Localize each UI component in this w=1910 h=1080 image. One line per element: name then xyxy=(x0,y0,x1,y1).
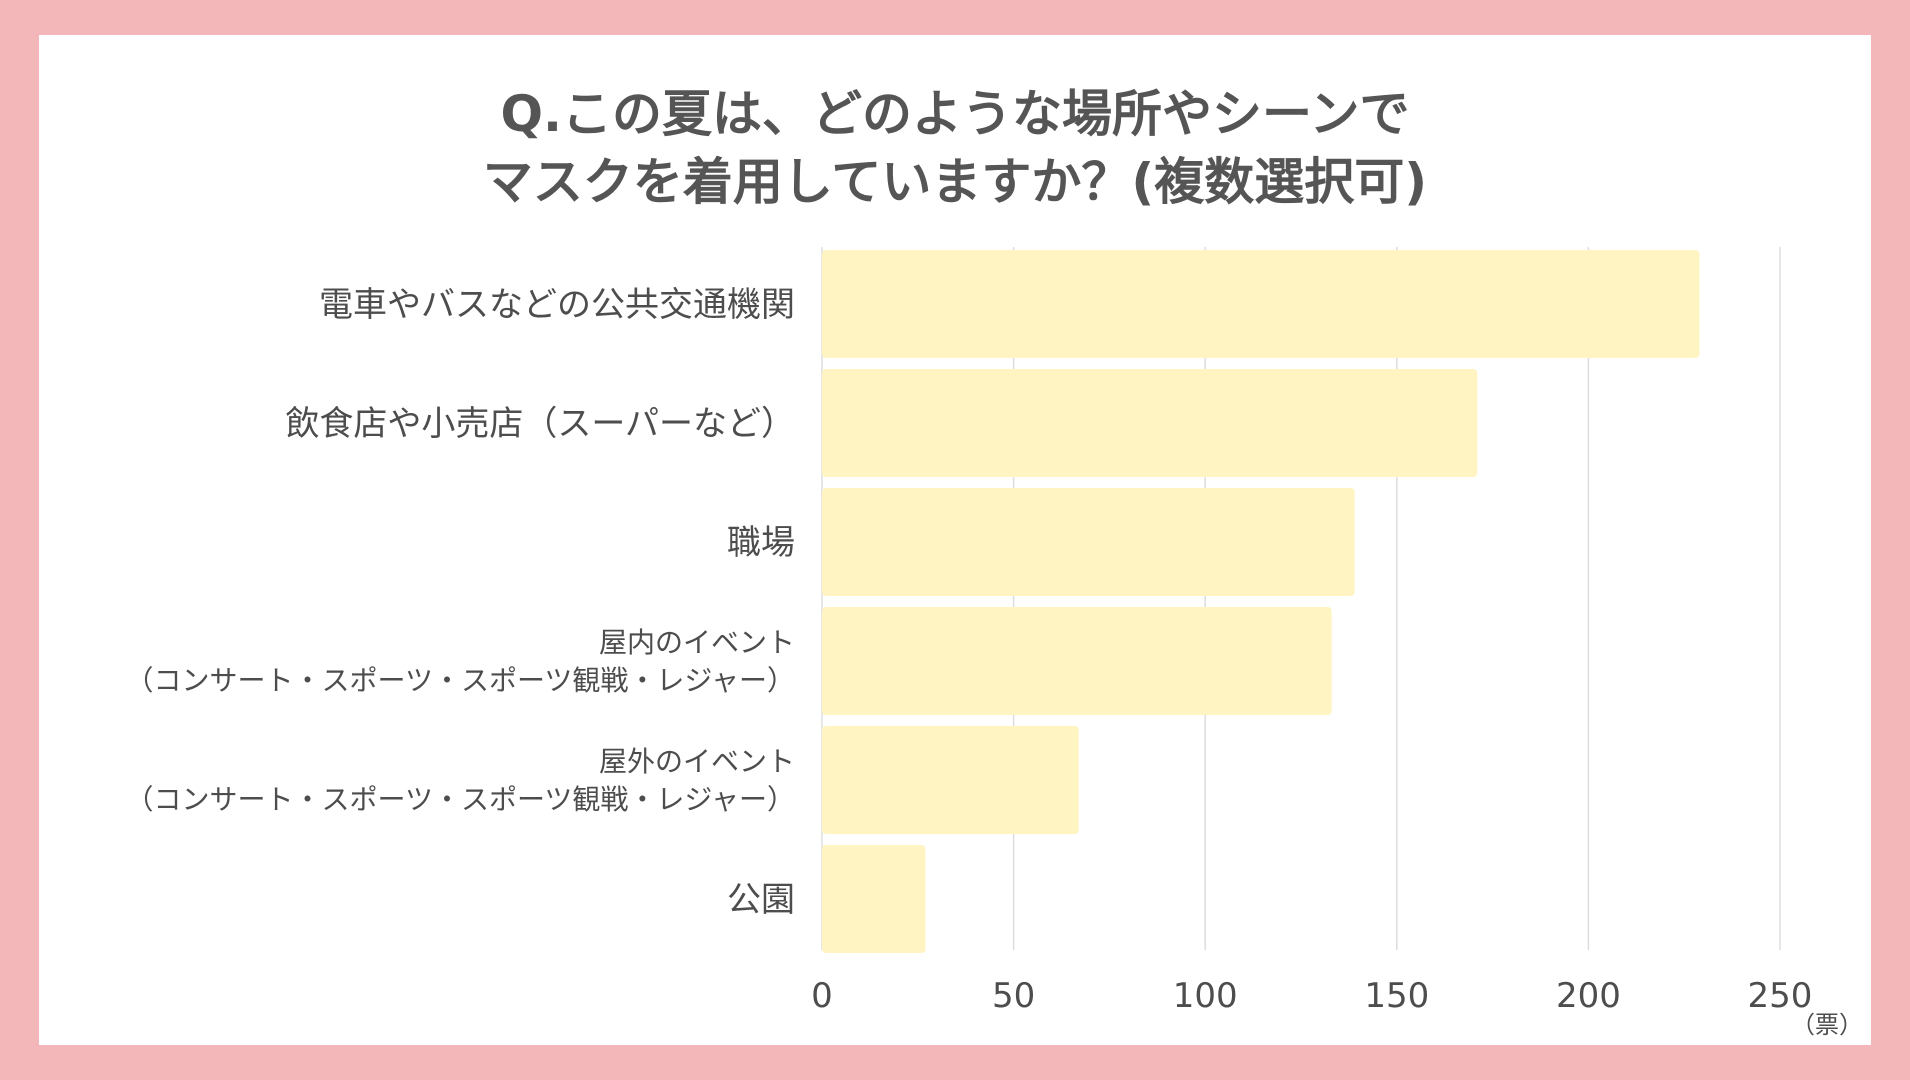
x-tick-label: 200 xyxy=(1556,976,1621,1016)
category-label: （コンサート・スポーツ・スポーツ観戦・レジャー） xyxy=(126,783,795,816)
category-label: 電車やバスなどの公共交通機関 xyxy=(319,285,795,325)
x-tick-label: 50 xyxy=(992,976,1035,1016)
x-axis-tick-labels: 0 50 100 150 200 250 xyxy=(811,976,1812,1016)
category-label: 公園 xyxy=(727,880,795,920)
bar xyxy=(822,488,1355,596)
x-tick-label: 0 xyxy=(811,976,833,1016)
grid-lines xyxy=(821,247,1781,950)
bar xyxy=(822,726,1079,834)
x-tick-label: 250 xyxy=(1748,976,1813,1016)
chart-title-line-1: Q.この夏は、どのような場所やシーンで xyxy=(500,85,1410,143)
x-tick-label: 150 xyxy=(1364,976,1429,1016)
bar xyxy=(822,607,1332,715)
chart-card: Q.この夏は、どのような場所やシーンで マスクを着用していますか？(複数選択可)… xyxy=(39,35,1871,1045)
x-tick-label: 100 xyxy=(1173,976,1238,1016)
bar xyxy=(822,369,1478,477)
chart-title-line-2: マスクを着用していますか？(複数選択可) xyxy=(482,153,1428,211)
x-axis-unit-label: （票） xyxy=(1791,1011,1863,1039)
category-label: 屋外のイベント xyxy=(599,745,795,778)
chart-title: Q.この夏は、どのような場所やシーンで マスクを着用していますか？(複数選択可) xyxy=(39,80,1871,216)
category-label: 職場 xyxy=(727,523,795,563)
bar xyxy=(822,250,1700,358)
bar xyxy=(822,845,926,953)
bars xyxy=(822,250,1700,953)
category-label: 屋内のイベント xyxy=(599,626,795,659)
category-label: （コンサート・スポーツ・スポーツ観戦・レジャー） xyxy=(126,664,795,697)
category-label: 飲食店や小売店（スーパーなど） xyxy=(285,404,795,444)
